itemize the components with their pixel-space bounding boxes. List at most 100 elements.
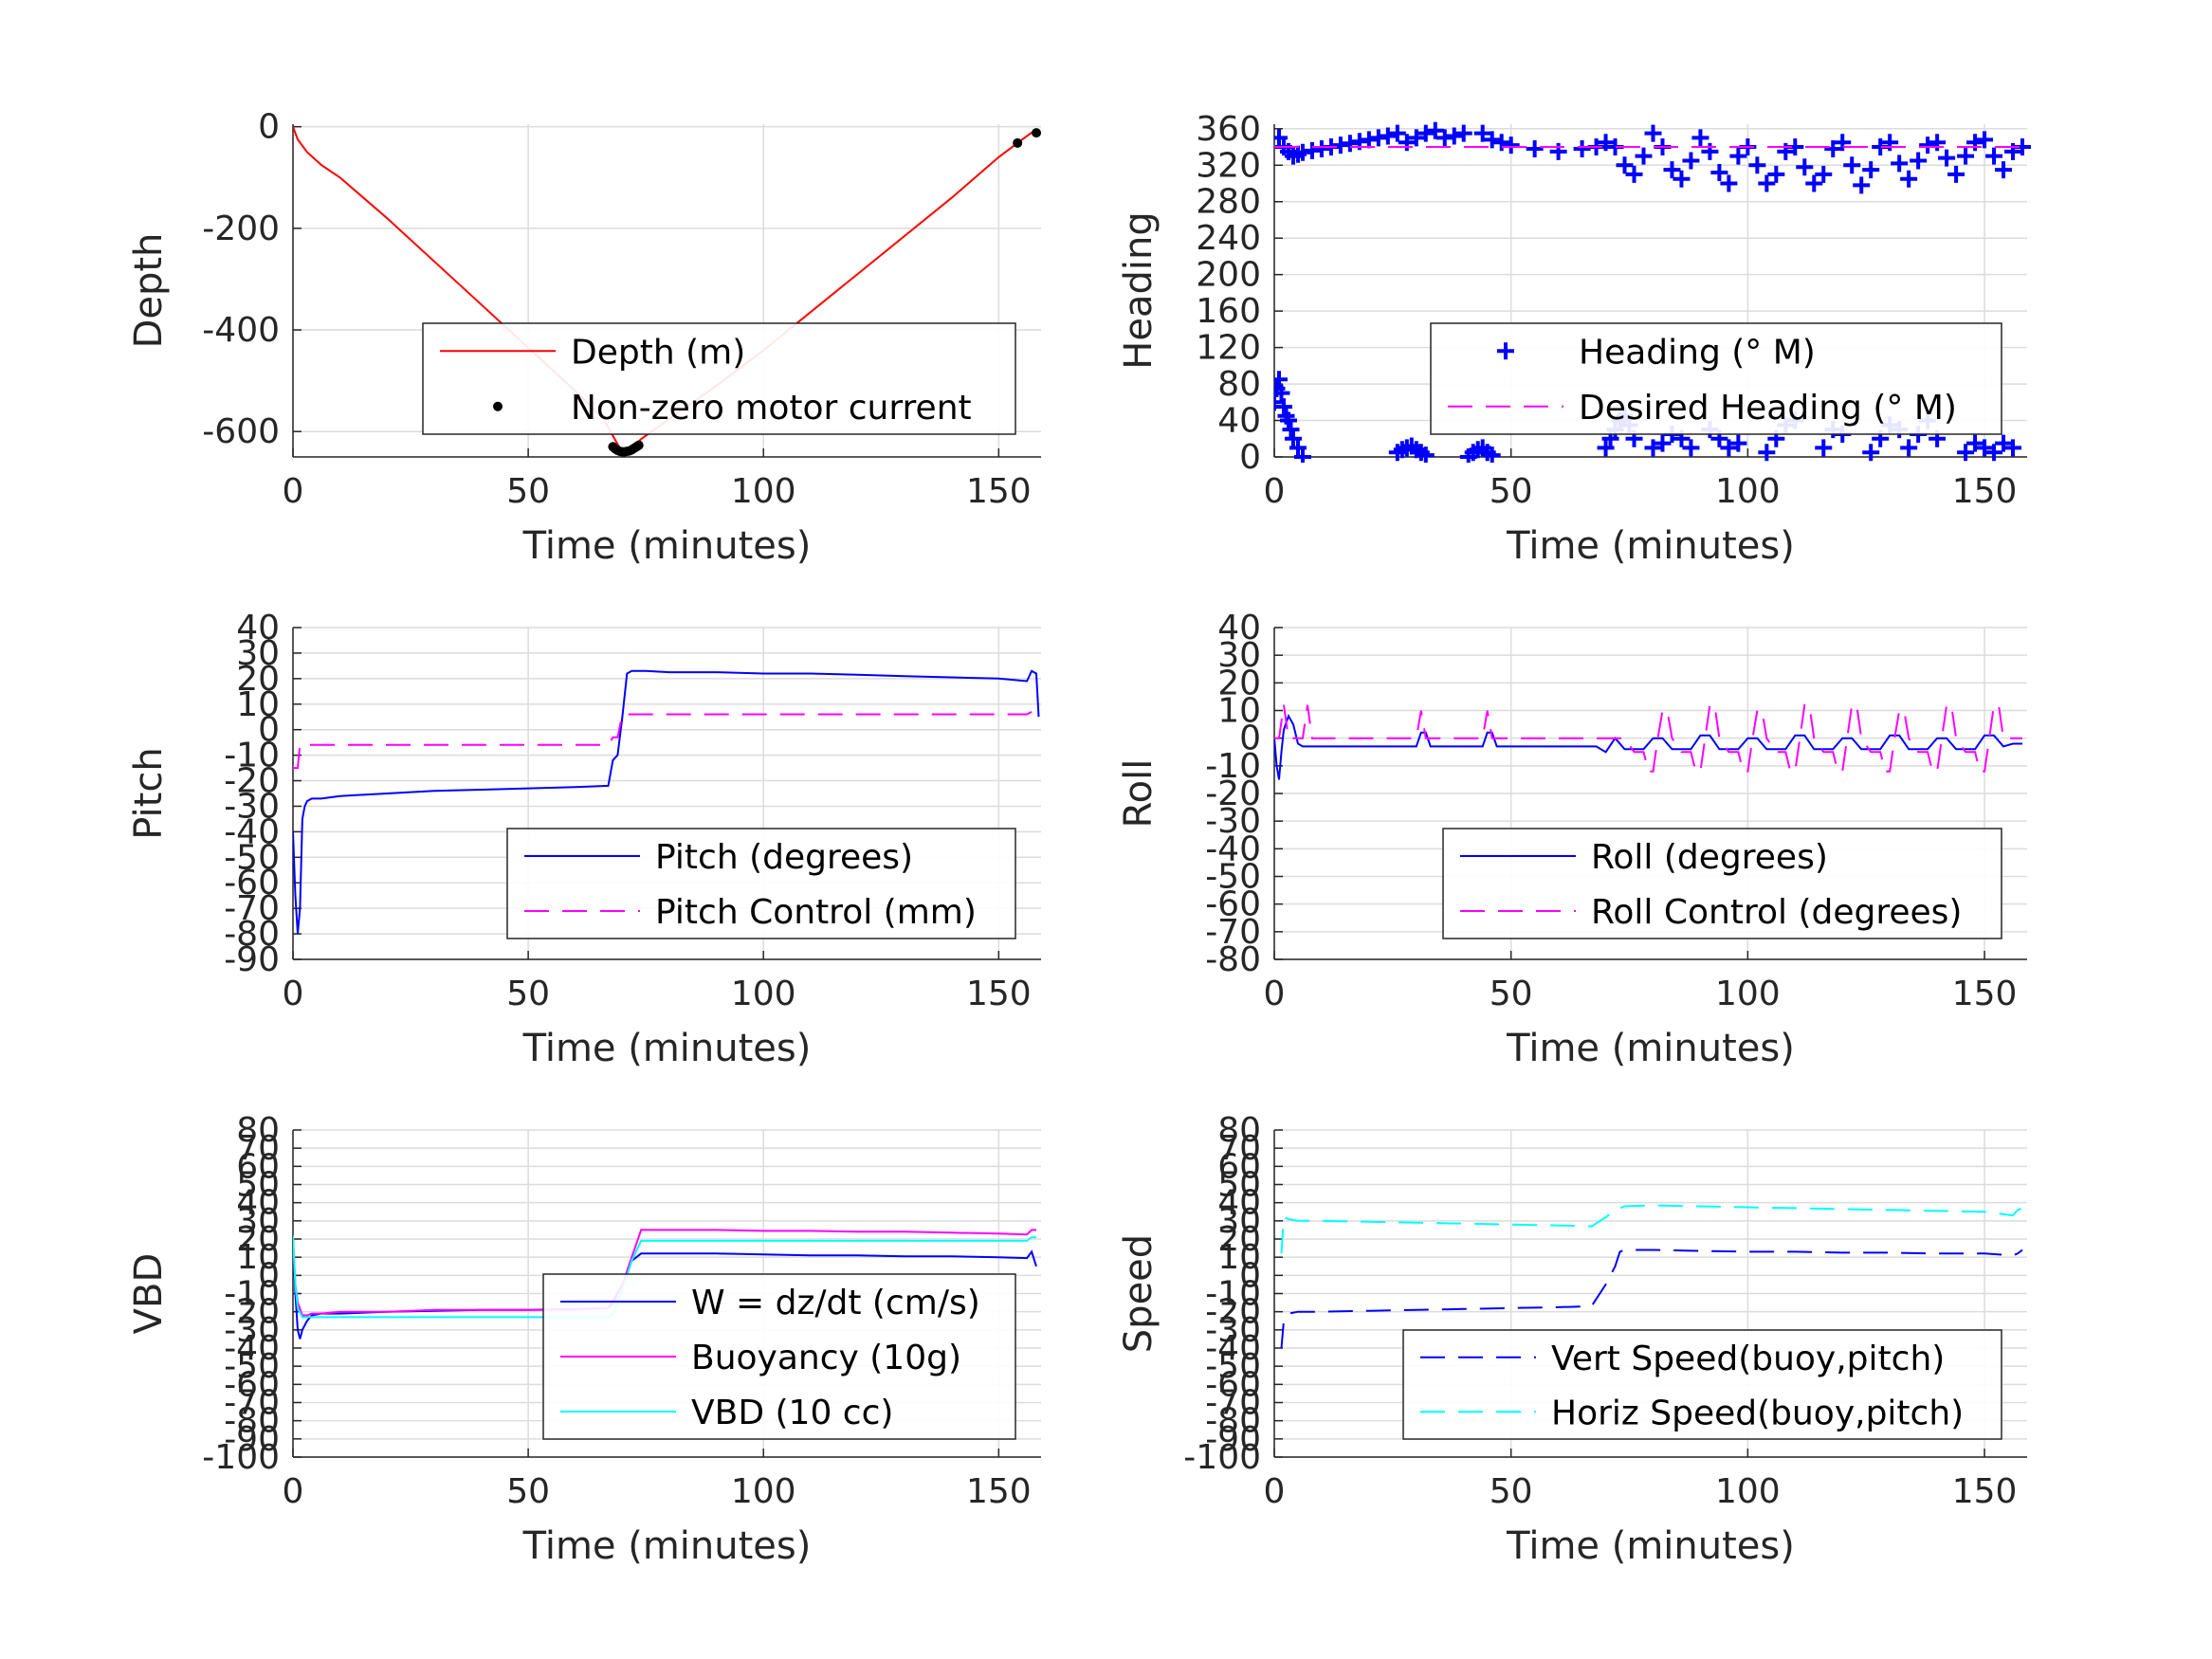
y-tick-label: -600 xyxy=(202,412,280,451)
legend-box xyxy=(1402,1329,2002,1440)
series-point xyxy=(1720,174,1738,192)
x-axis-title: Time (minutes) xyxy=(1506,1027,1795,1070)
x-tick-label: 150 xyxy=(1952,975,2018,1013)
series-point xyxy=(1644,439,1662,457)
legend-label: Roll (degrees) xyxy=(1591,838,1828,877)
series-point xyxy=(1417,124,1435,142)
y-tick-label: -100 xyxy=(202,1438,280,1477)
series-point xyxy=(1777,142,1795,160)
y-tick-label: -60 xyxy=(224,864,280,902)
series-point xyxy=(1729,147,1747,165)
series-point xyxy=(1682,439,1700,457)
y-tick-label: 30 xyxy=(236,634,280,673)
y-tick-label: 80 xyxy=(1217,365,1261,404)
y-tick-label: -50 xyxy=(1205,1347,1261,1386)
y-tick-label: -10 xyxy=(1205,747,1261,786)
y-tick-label: 20 xyxy=(1217,1220,1261,1259)
y-tick-label: -30 xyxy=(1205,1311,1261,1350)
x-tick-label: 0 xyxy=(1264,975,1286,1013)
y-tick-label: 240 xyxy=(1196,219,1261,258)
y-tick-label: -20 xyxy=(1205,775,1261,813)
series-point xyxy=(1853,176,1871,194)
series-line-1 xyxy=(293,669,1040,935)
series-point xyxy=(1274,129,1288,147)
y-tick-label: 20 xyxy=(236,660,280,699)
y-tick-label: -10 xyxy=(224,737,280,775)
series-point xyxy=(1701,142,1719,160)
x-tick-label: 50 xyxy=(506,975,550,1013)
y-tick-label: 0 xyxy=(258,1256,280,1295)
series-point xyxy=(1473,124,1491,142)
legend-label: W = dz/dt (cm/s) xyxy=(691,1284,980,1322)
series-point xyxy=(1483,447,1501,463)
series-point xyxy=(1284,429,1302,447)
series-point xyxy=(1805,174,1823,192)
series-point xyxy=(2004,142,2022,160)
y-tick-label: 10 xyxy=(236,685,280,724)
series-point xyxy=(1032,128,1042,138)
series-point xyxy=(1758,174,1776,192)
series-point xyxy=(1274,384,1290,402)
y-tick-label: -100 xyxy=(1183,1438,1261,1477)
y-tick-label: -10 xyxy=(1205,1275,1261,1314)
x-tick-label: 0 xyxy=(1264,472,1286,511)
series-point xyxy=(1013,137,1023,148)
legend-box xyxy=(1430,322,2002,435)
x-axis-title: Time (minutes) xyxy=(522,1524,812,1568)
legend-box xyxy=(422,322,1016,435)
y-tick-label: 10 xyxy=(1217,692,1261,731)
y-tick-label: -30 xyxy=(224,787,280,826)
y-tick-label: -20 xyxy=(224,1293,280,1332)
series-point xyxy=(1815,439,1833,457)
series-point xyxy=(1985,147,2003,165)
series-point xyxy=(1388,124,1406,142)
y-tick-label: -80 xyxy=(1205,940,1261,979)
series-point xyxy=(1398,134,1416,152)
y-tick-label: -50 xyxy=(224,838,280,877)
y-tick-label: -30 xyxy=(224,1311,280,1350)
y-axis-title: VBD xyxy=(127,1253,171,1335)
series-point xyxy=(1293,448,1311,463)
series-point xyxy=(1891,155,1909,173)
y-tick-label: 0 xyxy=(258,108,280,147)
y-tick-label: 30 xyxy=(1217,1202,1261,1241)
legend-label: Buoyancy (10g) xyxy=(691,1339,961,1377)
series-point xyxy=(1720,439,1738,457)
y-tick-label: -60 xyxy=(1205,885,1261,924)
legend-label: Horiz Speed(buoy,pitch) xyxy=(1551,1394,1964,1432)
subplot-1: 0 50 100 150 -600 -400 -200 0 Time (minutes) Dept… xyxy=(127,108,1042,568)
y-tick-label: -60 xyxy=(224,1365,280,1404)
series-point xyxy=(1834,134,1852,152)
legend-label: VBD (10 cc) xyxy=(691,1394,893,1432)
series-line-2 xyxy=(293,710,1036,770)
data-layer xyxy=(1274,703,2022,780)
series-point xyxy=(1274,393,1283,411)
series-point xyxy=(1407,129,1425,147)
series-point xyxy=(1995,434,2013,452)
legend-label: Roll Control (degrees) xyxy=(1591,893,1962,932)
x-axis-title: Time (minutes) xyxy=(1506,524,1795,568)
x-tick-label: 0 xyxy=(283,472,304,511)
y-tick-label: 60 xyxy=(1217,1147,1261,1186)
y-tick-label: -50 xyxy=(1205,858,1261,897)
series-point xyxy=(1279,411,1297,429)
y-tick-label: 80 xyxy=(1217,1111,1261,1150)
y-axis-title: Heading xyxy=(1117,211,1161,369)
series-point xyxy=(2004,439,2022,457)
y-tick-label: 40 xyxy=(1217,1184,1261,1223)
x-tick-label: 50 xyxy=(506,1472,550,1511)
y-tick-label: 360 xyxy=(1196,110,1261,149)
x-tick-label: 150 xyxy=(1952,1472,2018,1511)
legend-label: Pitch Control (mm) xyxy=(655,893,977,932)
subplot-4: 0 50 100 150-80-70-60-50-40-30-20-100102030… xyxy=(1117,609,2027,1070)
legend-label: Pitch (degrees) xyxy=(655,838,913,877)
y-tick-label: 70 xyxy=(1217,1129,1261,1168)
y-tick-label: 30 xyxy=(1217,636,1261,675)
series-point xyxy=(1729,434,1747,452)
x-tick-label: 100 xyxy=(731,472,796,511)
series-point xyxy=(1682,152,1700,170)
y-tick-label: 0 xyxy=(1239,1256,1261,1295)
y-tick-label: 70 xyxy=(236,1129,280,1168)
